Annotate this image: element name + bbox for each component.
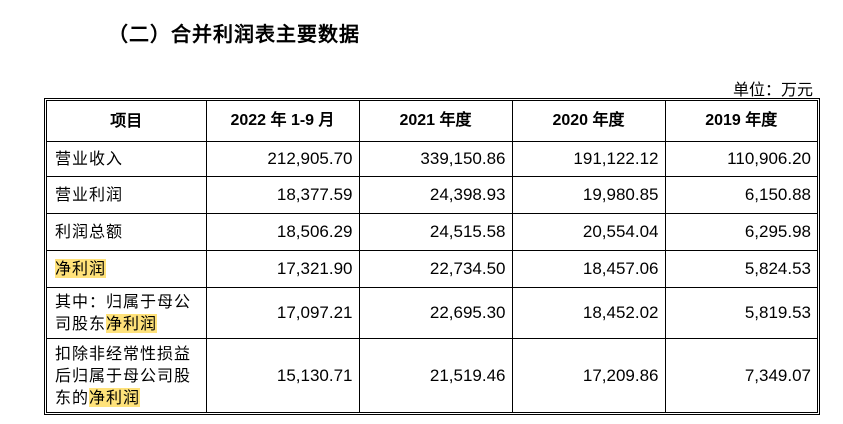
row-label: 净利润 [47, 250, 207, 288]
cell-value: 24,398.93 [358, 176, 513, 214]
table-row: 营业收入 212,905.70 339,150.86 191,122.12 11… [47, 141, 817, 177]
row-label-text: 营业收入 [55, 149, 124, 168]
cell-value: 21,519.46 [358, 338, 513, 412]
income-statement-table: 项目 2022 年 1-9 月 2021 年度 2020 年度 2019 年度 … [44, 98, 820, 415]
header-2019: 2019 年度 [664, 101, 817, 142]
cell-value: 22,695.30 [358, 287, 513, 339]
table-header-row: 项目 2022 年 1-9 月 2021 年度 2020 年度 2019 年度 [47, 101, 817, 142]
table-row: 利润总额 18,506.29 24,515.58 20,554.04 6,295… [47, 213, 817, 251]
table-row: 其中：归属于母公司股东净利润 17,097.21 22,695.30 18,45… [47, 287, 817, 339]
cell-value: 18,506.29 [205, 213, 360, 251]
cell-value: 17,097.21 [205, 287, 360, 339]
highlighted-term: 净利润 [106, 314, 158, 333]
cell-value: 339,150.86 [358, 141, 513, 177]
header-item: 项目 [47, 101, 207, 142]
row-label: 其中：归属于母公司股东净利润 [47, 287, 207, 339]
row-label: 营业收入 [47, 141, 207, 177]
cell-value: 7,349.07 [664, 338, 817, 412]
cell-value: 22,734.50 [358, 250, 513, 288]
cell-value: 17,321.90 [205, 250, 360, 288]
unit-label: 单位：万元 [732, 80, 813, 99]
highlighted-term: 净利润 [89, 387, 141, 407]
row-label: 利润总额 [47, 213, 207, 251]
cell-value: 5,819.53 [664, 287, 817, 339]
cell-value: 15,130.71 [205, 338, 360, 412]
cell-value: 110,906.20 [664, 141, 817, 177]
header-2021: 2021 年度 [358, 101, 513, 142]
highlighted-term: 净利润 [55, 259, 107, 278]
cell-value: 18,377.59 [205, 176, 360, 214]
cell-value: 20,554.04 [511, 213, 666, 251]
row-label: 营业利润 [47, 176, 207, 214]
cell-value: 5,824.53 [664, 250, 817, 288]
cell-value: 19,980.85 [511, 176, 666, 214]
cell-value: 18,452.02 [511, 287, 666, 339]
row-label: 扣除非经常性损益后归属于母公司股东的净利润 [47, 338, 207, 412]
row-label-text: 营业利润 [55, 185, 124, 204]
cell-value: 212,905.70 [205, 141, 360, 177]
cell-value: 6,150.88 [664, 176, 817, 214]
row-label-text: 利润总额 [55, 222, 124, 241]
section-title: （二）合并利润表主要数据 [108, 22, 360, 46]
cell-value: 18,457.06 [511, 250, 666, 288]
row-label-text: 扣除非经常性损益后归属于母公司股东的 [55, 343, 192, 407]
cell-value: 17,209.86 [511, 338, 666, 412]
table-row: 净利润 17,321.90 22,734.50 18,457.06 5,824.… [47, 250, 817, 288]
cell-value: 6,295.98 [664, 213, 817, 251]
header-2020: 2020 年度 [511, 101, 666, 142]
header-2022-q3: 2022 年 1-9 月 [205, 101, 360, 142]
cell-value: 191,122.12 [511, 141, 666, 177]
table-row: 扣除非经常性损益后归属于母公司股东的净利润 15,130.71 21,519.4… [47, 338, 817, 412]
table-row: 营业利润 18,377.59 24,398.93 19,980.85 6,150… [47, 176, 817, 214]
cell-value: 24,515.58 [358, 213, 513, 251]
row-label-text: 其中：归属于母公司股东 [55, 292, 192, 333]
